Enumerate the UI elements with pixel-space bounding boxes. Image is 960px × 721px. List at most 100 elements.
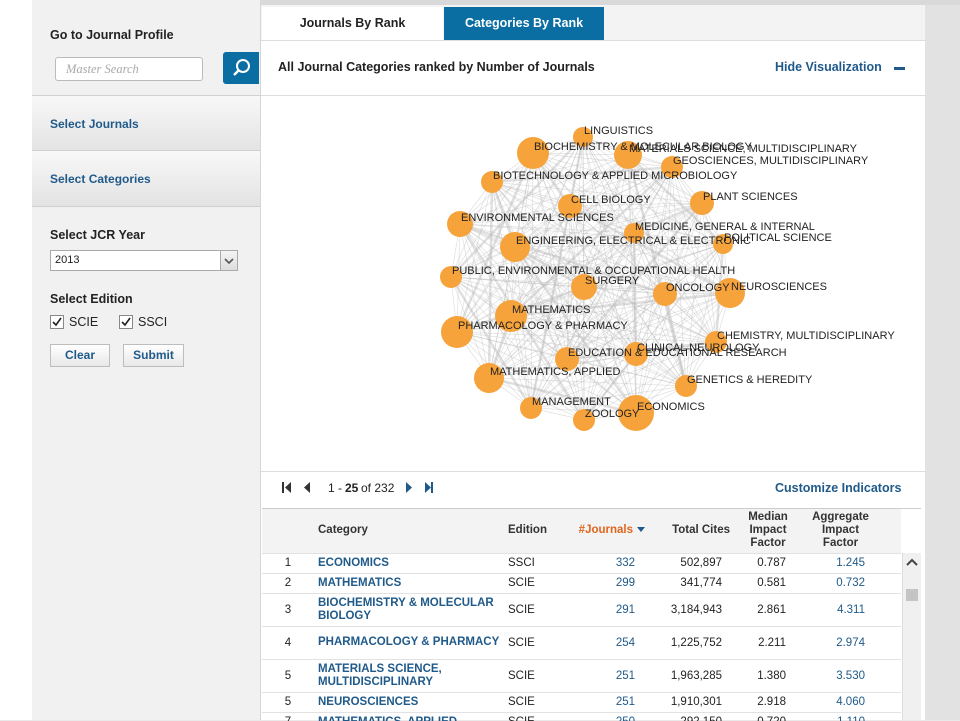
node[interactable] (571, 274, 597, 300)
column-header[interactable]: #Journals (559, 509, 649, 553)
aggregate-if[interactable]: 4.060 (836, 696, 865, 708)
node[interactable] (474, 363, 504, 393)
node[interactable] (573, 409, 595, 431)
aggregate-if[interactable]: 4.311 (837, 603, 865, 616)
node[interactable] (440, 266, 462, 288)
column-header[interactable]: Category (318, 524, 368, 537)
node-label[interactable]: GENETICS & HEREDITY (687, 374, 813, 386)
node-label[interactable]: MEDICINE, GENERAL & INTERNAL (635, 221, 815, 233)
node-label[interactable]: CELL BIOLOGY (571, 194, 651, 206)
node-label[interactable]: MANAGEMENT (532, 396, 611, 408)
node[interactable] (675, 375, 697, 397)
column-header[interactable]: Total Cites (672, 524, 730, 537)
category[interactable]: NEUROSCIENCES (318, 695, 419, 708)
journals[interactable]: 299 (615, 577, 635, 589)
hide-visualization[interactable]: Hide Visualization (775, 60, 882, 74)
scrollbar[interactable] (902, 553, 921, 720)
journals[interactable]: 251 (615, 696, 635, 708)
search-button[interactable] (223, 52, 259, 84)
edge (569, 205, 637, 414)
checkbox[interactable] (50, 315, 64, 329)
select-journals-section[interactable]: Select Journals (32, 95, 260, 151)
pager-controls[interactable] (281, 481, 441, 495)
node[interactable] (614, 141, 642, 169)
node[interactable] (624, 223, 644, 243)
collapse-icon[interactable] (894, 67, 905, 70)
node-label[interactable]: POLITICAL SCIENCE (724, 232, 832, 244)
search-input[interactable]: Master Search (55, 57, 203, 81)
section-label[interactable]: Select Categories (50, 172, 151, 186)
node[interactable] (661, 156, 683, 178)
edge (456, 181, 493, 333)
section-label[interactable]: Select Journals (50, 117, 139, 131)
column-header[interactable]: Median Impact Factor (748, 511, 788, 550)
node[interactable] (517, 137, 549, 169)
node-label[interactable]: BIOTECHNOLOGY & APPLIED MICROBIOLOGY (493, 170, 738, 182)
journals[interactable]: 250 (559, 712, 649, 721)
node-label[interactable]: ONCOLOGY (666, 282, 730, 294)
node-label[interactable]: ECONOMICS (637, 401, 705, 413)
node-label[interactable]: MATHEMATICS, APPLIED (490, 366, 620, 378)
checkbox[interactable] (119, 315, 133, 329)
node[interactable] (573, 127, 593, 147)
node-label[interactable]: BIOCHEMISTRY & MOLECULAR BIOLOGY (534, 141, 752, 153)
tab-active[interactable]: Categories By Rank (444, 7, 604, 40)
node[interactable] (558, 194, 582, 218)
node[interactable] (653, 282, 677, 306)
node-label[interactable]: ENVIRONMENTAL SCIENCES (461, 212, 614, 224)
aggregate-if[interactable]: 1.110 (802, 712, 879, 721)
customize-indicators[interactable]: Customize Indicators (775, 481, 902, 495)
node-label[interactable]: CLINICAL NEUROLOGY (637, 342, 760, 354)
category[interactable]: MATHEMATICS (318, 576, 402, 589)
edge (583, 243, 724, 421)
clear-button[interactable]: Clear (50, 344, 110, 367)
column-header[interactable]: Edition (508, 524, 547, 537)
aggregate-if[interactable]: 0.732 (836, 577, 865, 589)
aggregate-if[interactable]: 2.974 (836, 636, 865, 649)
aggregate-if[interactable]: 3.530 (836, 669, 865, 682)
node[interactable] (618, 395, 654, 431)
node-label[interactable]: PLANT SCIENCES (703, 191, 798, 203)
journals[interactable]: 291 (615, 603, 635, 616)
node[interactable] (555, 347, 579, 371)
sort-icon[interactable] (637, 527, 645, 536)
node[interactable] (690, 191, 714, 215)
category[interactable]: ECONOMICS (318, 556, 389, 569)
journals[interactable]: 251 (615, 669, 635, 682)
tab[interactable]: Journals By Rank (262, 7, 443, 40)
node-label[interactable]: ZOOLOGY (585, 408, 640, 420)
category[interactable]: MATHEMATICS, APPLIED (314, 712, 504, 721)
node-label[interactable]: EDUCATION & EDUCATIONAL RESEARCH (568, 347, 787, 359)
node[interactable] (481, 171, 503, 193)
node-label[interactable]: PHARMACOLOGY & PHARMACY (458, 320, 628, 332)
category[interactable]: MATERIALS SCIENCE, MULTIDISCIPLINARY (318, 662, 442, 688)
node[interactable] (705, 331, 727, 353)
node[interactable] (624, 342, 648, 366)
node[interactable] (713, 234, 733, 254)
node-label[interactable]: GEOSCIENCES, MULTIDISCIPLINARY (673, 155, 869, 167)
select-categories-section[interactable]: Select Categories (32, 150, 260, 207)
column-header[interactable]: Aggregate Impact Factor (812, 511, 869, 550)
node-label[interactable]: LINGUISTICS (584, 125, 653, 137)
node[interactable] (447, 211, 473, 237)
category[interactable]: PHARMACOLOGY & PHARMACY (318, 636, 500, 648)
node-label[interactable]: PUBLIC, ENVIRONMENTAL & OCCUPATIONAL HEA… (452, 265, 735, 277)
node-label[interactable]: NEUROSCIENCES (731, 281, 827, 293)
node-label[interactable]: CHEMISTRY, MULTIDISCIPLINARY (717, 330, 895, 342)
node[interactable] (520, 397, 542, 419)
node[interactable] (715, 278, 745, 308)
year-select[interactable]: 2013 (50, 250, 238, 271)
edge (488, 232, 635, 379)
journals[interactable]: 254 (615, 636, 635, 649)
node[interactable] (500, 232, 530, 262)
journals[interactable]: 332 (615, 557, 635, 569)
node-label[interactable]: SURGERY (585, 275, 640, 287)
node-label[interactable]: MATHEMATICS (512, 304, 590, 316)
aggregate-if[interactable]: 1.245 (836, 557, 865, 569)
node-label[interactable]: ENGINEERING, ELECTRICAL & ELECTRONIC (516, 235, 751, 247)
submit-button[interactable]: Submit (123, 344, 184, 367)
node[interactable] (441, 316, 473, 348)
node-label[interactable]: MATERIALS SCIENCE, MULTIDISCIPLINARY (629, 143, 858, 155)
category[interactable]: BIOCHEMISTRY & MOLECULAR BIOLOGY (318, 596, 494, 622)
node[interactable] (495, 300, 527, 332)
